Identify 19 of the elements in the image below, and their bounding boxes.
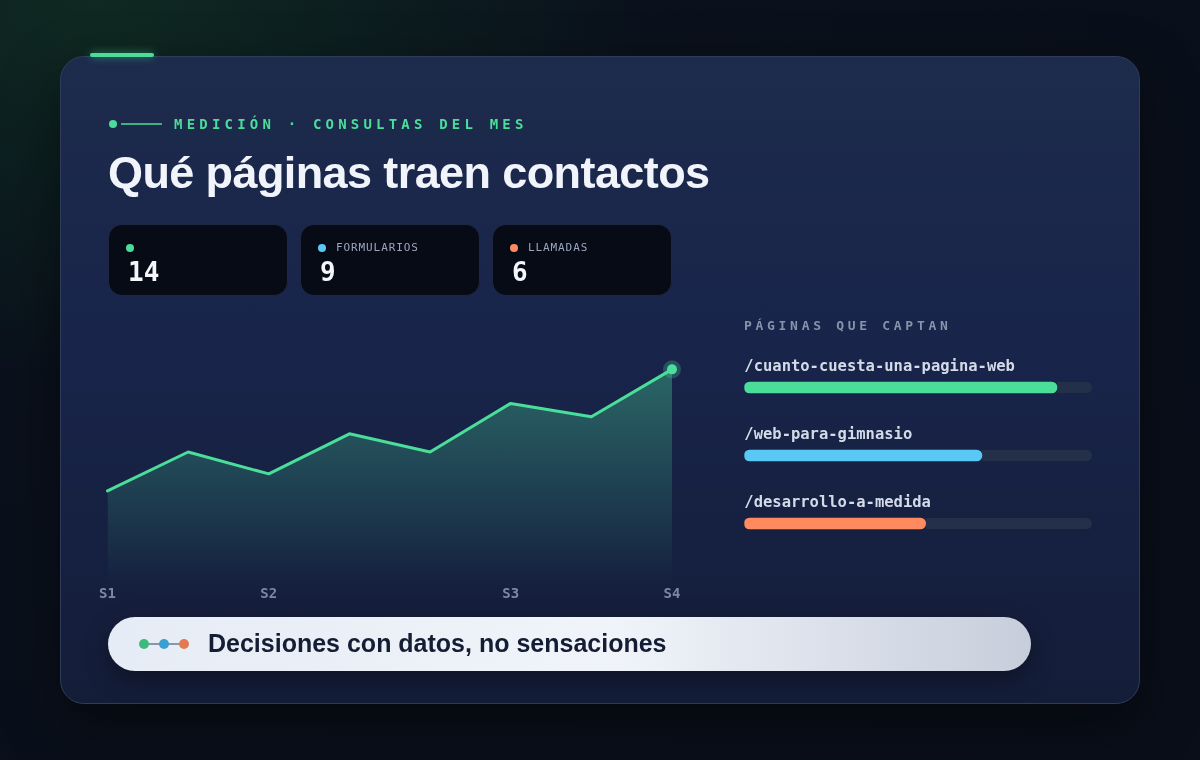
x-tick-label: S2 bbox=[260, 585, 278, 602]
x-tick-label: S4 bbox=[663, 585, 681, 602]
data-label: 14 bbox=[128, 257, 160, 287]
data-label: 9 bbox=[320, 257, 336, 287]
chart-title: PÁGINAS QUE CAPTAN bbox=[744, 318, 952, 333]
text: Qué páginas traen contactos bbox=[108, 147, 710, 199]
category-label: LLAMADAS bbox=[528, 241, 589, 254]
text: MEDICIÓN · CONSULTAS DEL MES bbox=[174, 116, 528, 132]
caption-pill: Decisiones con datos, no sensaciones bbox=[108, 617, 1031, 671]
x-tick-label: S1 bbox=[99, 585, 116, 602]
stat-card: FORMULARIOS 9 bbox=[300, 224, 480, 296]
category-label: FORMULARIOS bbox=[336, 241, 419, 254]
data-label: 6 bbox=[512, 257, 528, 287]
y-tick-label: /web-para-gimnasio bbox=[744, 425, 913, 444]
y-tick-label: /cuanto-cuesta-una-pagina-web bbox=[744, 357, 1015, 376]
y-tick-label: /desarrollo-a-medida bbox=[744, 493, 931, 512]
x-tick-label: S3 bbox=[502, 585, 520, 602]
stat-card: LLAMADAS 6 bbox=[492, 224, 672, 296]
stat-card: 14 bbox=[108, 224, 288, 296]
